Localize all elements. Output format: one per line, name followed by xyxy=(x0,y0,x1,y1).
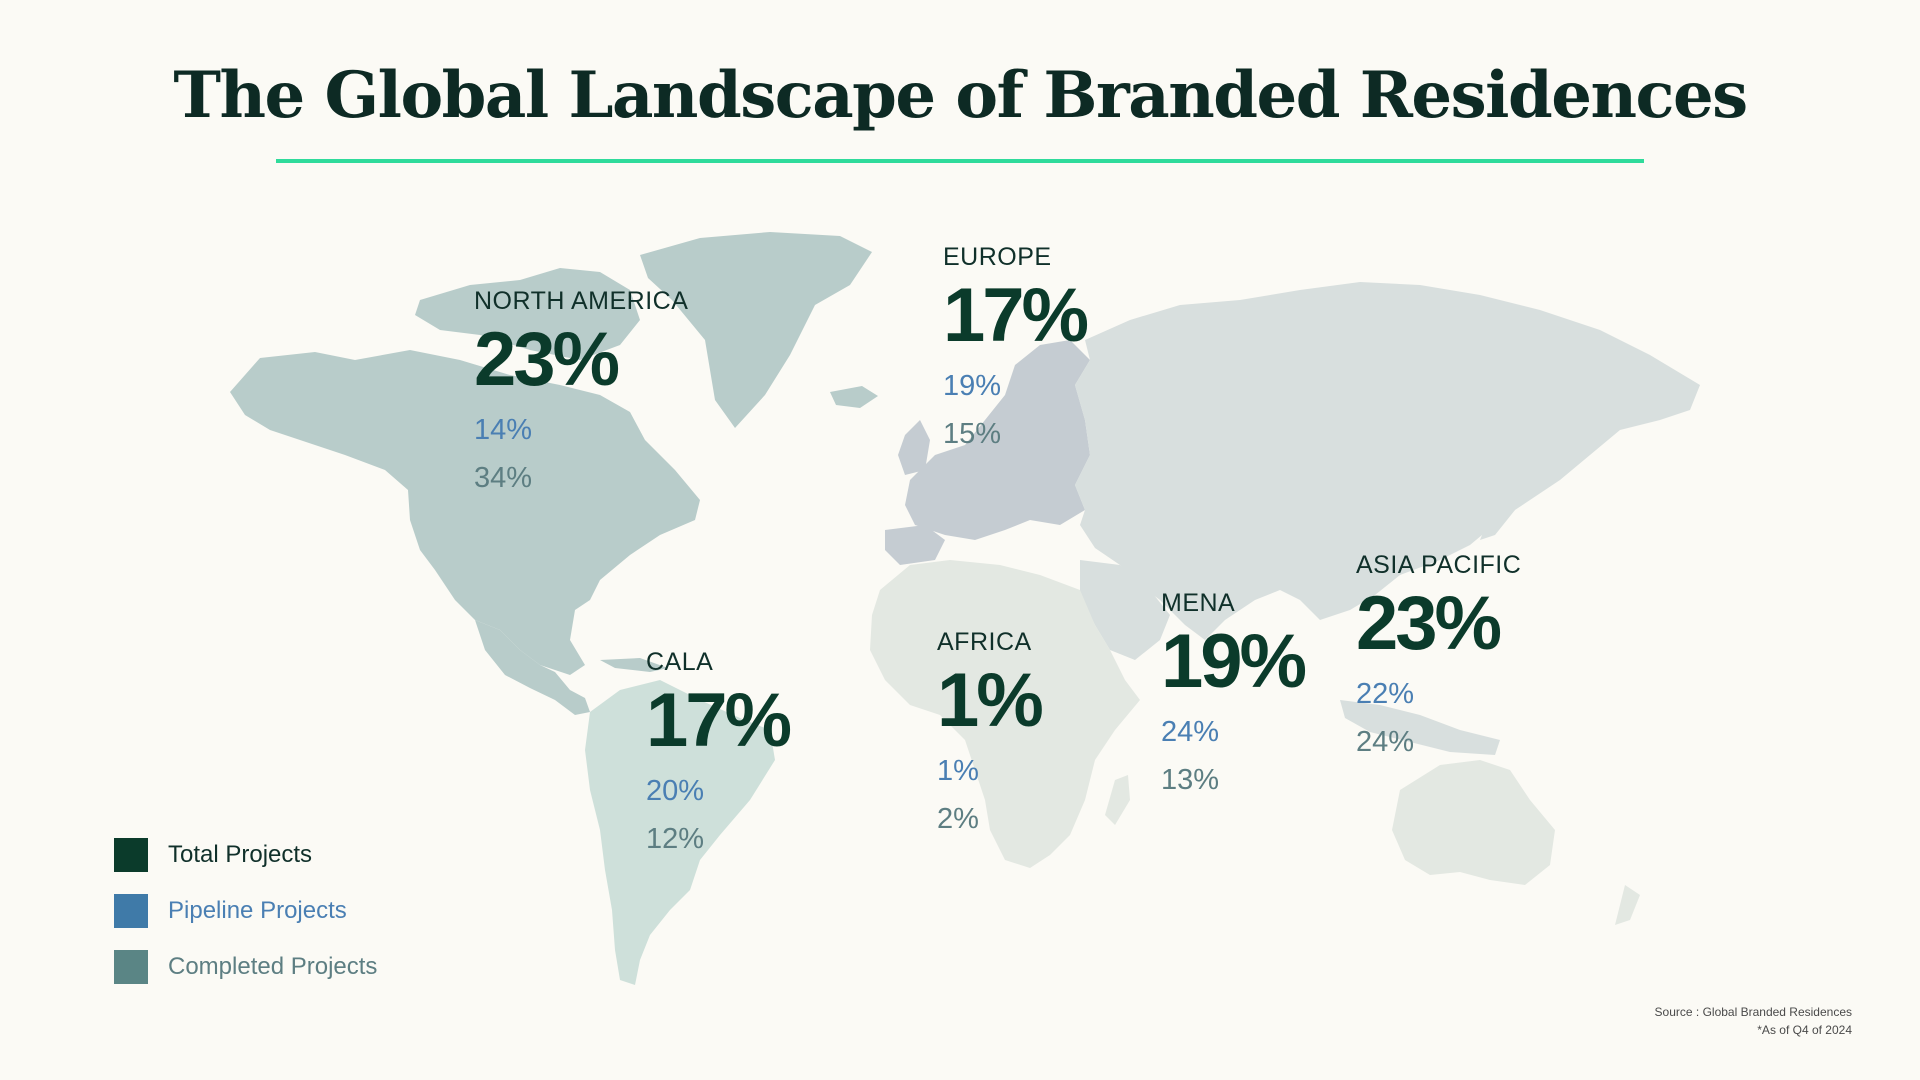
region-name: NORTH AMERICA xyxy=(474,287,689,315)
iberia-landmass[interactable] xyxy=(885,525,945,565)
region-africa: AFRICA 1% 1% 2% xyxy=(937,627,1044,843)
legend-item-pipeline: Pipeline Projects xyxy=(114,894,377,928)
total-projects-value: 23% xyxy=(1356,581,1502,666)
completed-projects-value: 15% xyxy=(943,418,1002,450)
britain-landmass[interactable] xyxy=(898,420,930,475)
iceland-landmass[interactable] xyxy=(830,386,878,408)
asia-landmass[interactable] xyxy=(1075,282,1700,640)
pipeline-projects-value: 1% xyxy=(937,755,979,787)
legend-label-completed: Completed Projects xyxy=(168,953,378,980)
as-of-line: *As of Q4 of 2024 xyxy=(1757,1023,1852,1037)
region-name: ASIA PACIFIC xyxy=(1356,551,1522,579)
legend-item-total: Total Projects xyxy=(114,838,377,872)
region-name: AFRICA xyxy=(937,628,1032,656)
region-name: CALA xyxy=(646,648,714,676)
japan-landmass[interactable] xyxy=(1480,470,1520,540)
completed-swatch xyxy=(114,950,148,984)
australia-landmass[interactable] xyxy=(1392,760,1555,885)
region-name: EUROPE xyxy=(943,243,1052,271)
arctic-islands-landmass[interactable] xyxy=(415,268,640,360)
total-projects-value: 1% xyxy=(937,658,1044,743)
total-swatch xyxy=(114,838,148,872)
region-cala: CALA 17% 20% 12% xyxy=(646,647,792,863)
region-mena: MENA 19% 24% 13% xyxy=(1161,588,1307,804)
completed-projects-value: 2% xyxy=(937,803,979,835)
south-america-landmass[interactable] xyxy=(585,680,775,985)
new-zealand-landmass[interactable] xyxy=(1615,885,1640,925)
central-america-landmass[interactable] xyxy=(475,620,590,715)
total-projects-value: 19% xyxy=(1161,619,1307,704)
legend-label-pipeline: Pipeline Projects xyxy=(168,897,347,924)
greenland-landmass[interactable] xyxy=(640,232,872,428)
region-north-america: NORTH AMERICA 23% 14% 34% xyxy=(474,286,688,502)
completed-projects-value: 13% xyxy=(1161,764,1220,796)
title-underline xyxy=(276,159,1644,163)
page-title: The Global Landscape of Branded Residenc… xyxy=(173,58,1748,133)
region-europe: EUROPE 17% 19% 15% xyxy=(943,242,1089,458)
source-line: Source : Global Branded Residences xyxy=(1654,1005,1852,1019)
legend-item-completed: Completed Projects xyxy=(114,950,377,984)
madagascar-landmass[interactable] xyxy=(1105,775,1130,825)
region-asia-pacific: ASIA PACIFIC 23% 22% 24% xyxy=(1356,550,1521,766)
southeast-asia-landmass[interactable] xyxy=(1340,700,1500,755)
completed-projects-value: 24% xyxy=(1356,726,1415,758)
total-projects-value: 17% xyxy=(943,273,1089,358)
pipeline-projects-value: 14% xyxy=(474,414,533,446)
caribbean-landmass[interactable] xyxy=(600,658,668,672)
completed-projects-value: 34% xyxy=(474,462,533,494)
europe-landmass[interactable] xyxy=(905,340,1090,540)
legend-label-total: Total Projects xyxy=(168,841,313,868)
total-projects-value: 23% xyxy=(474,317,620,402)
africa-landmass[interactable] xyxy=(870,560,1140,868)
legend: Total Projects Pipeline Projects Complet… xyxy=(114,838,377,1006)
completed-projects-value: 12% xyxy=(646,823,705,855)
region-name: MENA xyxy=(1161,589,1236,617)
source-note: Source : Global Branded Residences *As o… xyxy=(1655,1003,1852,1039)
pipeline-projects-value: 19% xyxy=(943,370,1002,402)
pipeline-projects-value: 20% xyxy=(646,775,705,807)
pipeline-projects-value: 24% xyxy=(1161,716,1220,748)
north-america-landmass[interactable] xyxy=(230,350,700,675)
total-projects-value: 17% xyxy=(646,678,792,763)
pipeline-swatch xyxy=(114,894,148,928)
pipeline-projects-value: 22% xyxy=(1356,678,1415,710)
arabia-landmass[interactable] xyxy=(1080,560,1170,660)
